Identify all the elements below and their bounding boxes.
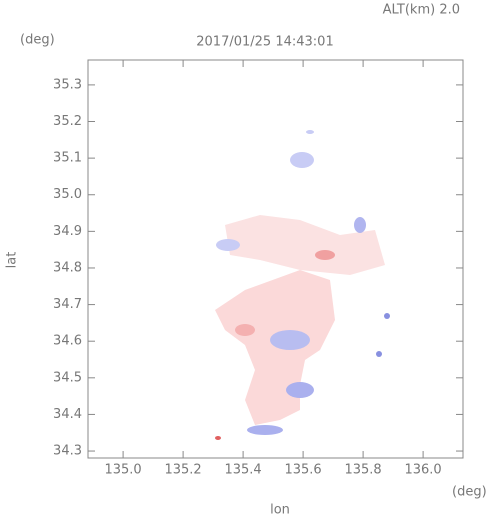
y-tick-label: 34.5 — [53, 370, 82, 385]
y-tick-label: 35.0 — [53, 187, 82, 202]
x-tick-label: 135.0 — [104, 463, 141, 478]
echo-area — [286, 382, 314, 398]
altitude-label: ALT(km) 2.0 — [383, 3, 460, 18]
y-tick-label: 34.8 — [53, 260, 82, 275]
y-tick-label: 34.4 — [53, 407, 82, 422]
y-unit: (deg) — [20, 33, 55, 48]
echo-area — [384, 313, 390, 319]
echo-area — [270, 330, 310, 350]
echo-area — [354, 217, 366, 233]
y-tick-label: 34.9 — [53, 224, 82, 239]
echo-field — [215, 130, 390, 440]
y-tick-label: 34.7 — [53, 297, 82, 312]
echo-area — [225, 215, 385, 275]
x-unit: (deg) — [452, 485, 487, 500]
x-tick-label: 135.4 — [224, 463, 261, 478]
echo-area — [215, 270, 335, 425]
chart-title: 2017/01/25 14:43:01 — [196, 35, 333, 50]
y-axis-label: lat — [5, 252, 20, 269]
x-tick-label: 135.6 — [284, 463, 321, 478]
x-tick-label: 135.2 — [164, 463, 201, 478]
echo-area — [290, 152, 314, 168]
echo-area — [306, 130, 314, 134]
x-axis-label: lon — [270, 503, 290, 518]
y-tick-label: 34.6 — [53, 334, 82, 349]
x-tick-label: 135.8 — [344, 463, 381, 478]
echo-area — [216, 239, 240, 251]
echo-area — [215, 436, 221, 440]
echo-area — [376, 351, 382, 357]
y-tick-label: 35.2 — [53, 114, 82, 129]
y-tick-label: 35.1 — [53, 151, 82, 166]
x-tick-label: 136.0 — [404, 463, 441, 478]
echo-area — [235, 324, 255, 336]
plot-frame — [87, 59, 464, 459]
echo-area — [315, 250, 335, 260]
y-tick-label: 35.3 — [53, 77, 82, 92]
y-tick-label: 34.3 — [53, 444, 82, 459]
echo-area — [247, 425, 283, 435]
